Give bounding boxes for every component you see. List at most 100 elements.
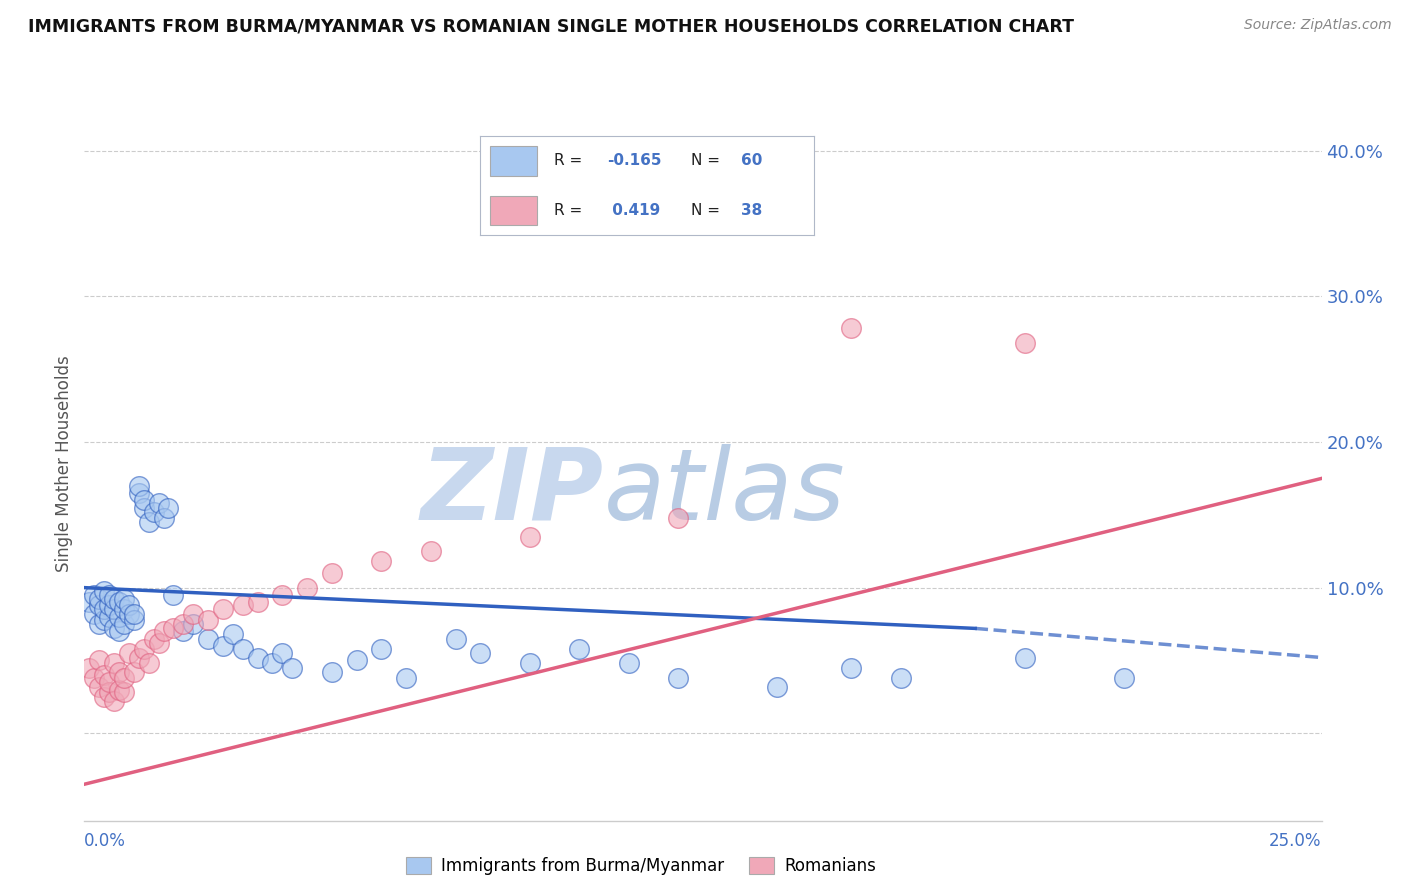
Point [1112, 671, 1135, 685]
Point [1014, 335, 1036, 350]
Point [103, 592, 125, 607]
Point [112, 602, 135, 616]
Point [98, 598, 121, 612]
Text: R =: R = [554, 153, 586, 168]
Text: Source: ZipAtlas.com: Source: ZipAtlas.com [1244, 18, 1392, 32]
Point [98, 685, 121, 699]
Point [103, 602, 125, 616]
Point [103, 657, 125, 671]
Point [108, 609, 131, 624]
Point [132, 493, 155, 508]
Point [108, 665, 131, 679]
Point [93, 690, 115, 704]
Point [172, 624, 194, 639]
Point [79, 595, 101, 609]
Point [212, 639, 235, 653]
Point [128, 650, 150, 665]
Text: N =: N = [690, 203, 724, 218]
Point [148, 496, 170, 510]
Point [89, 592, 111, 607]
FancyBboxPatch shape [491, 195, 537, 226]
Point [98, 609, 121, 624]
Point [103, 621, 125, 635]
Point [295, 581, 318, 595]
Point [162, 621, 184, 635]
Point [152, 510, 174, 524]
Point [142, 505, 165, 519]
Point [197, 613, 219, 627]
Point [346, 653, 368, 667]
Point [122, 613, 145, 627]
Text: 0.419: 0.419 [607, 203, 661, 218]
Point [246, 650, 269, 665]
Point [103, 694, 125, 708]
Point [112, 617, 135, 632]
Text: R =: R = [554, 203, 586, 218]
Point [395, 671, 418, 685]
Point [79, 661, 101, 675]
Point [519, 657, 541, 671]
Point [138, 515, 160, 529]
Point [370, 641, 392, 656]
Point [83, 671, 105, 685]
Point [98, 588, 121, 602]
Point [98, 675, 121, 690]
Point [271, 646, 294, 660]
Point [157, 500, 180, 515]
Point [181, 607, 204, 621]
Point [181, 617, 204, 632]
Point [132, 500, 155, 515]
Point [519, 530, 541, 544]
Point [112, 592, 135, 607]
Point [83, 607, 105, 621]
Point [128, 486, 150, 500]
Point [262, 657, 284, 671]
Text: N =: N = [690, 153, 724, 168]
Point [132, 641, 155, 656]
Point [112, 685, 135, 699]
Y-axis label: Single Mother Households: Single Mother Households [55, 356, 73, 572]
Point [152, 624, 174, 639]
Point [148, 636, 170, 650]
Point [83, 588, 105, 602]
Point [444, 632, 467, 646]
Text: 60: 60 [741, 153, 762, 168]
Point [666, 671, 689, 685]
Point [142, 632, 165, 646]
Text: 25.0%: 25.0% [1270, 832, 1322, 850]
Text: 0.0%: 0.0% [84, 832, 127, 850]
Point [118, 646, 141, 660]
Point [232, 598, 254, 612]
Point [271, 588, 294, 602]
Point [108, 624, 131, 639]
Point [197, 632, 219, 646]
Point [321, 566, 343, 580]
Point [93, 583, 115, 598]
Point [89, 680, 111, 694]
Point [89, 617, 111, 632]
Point [841, 661, 863, 675]
Point [108, 595, 131, 609]
Point [89, 598, 111, 612]
Text: ZIP: ZIP [420, 444, 605, 541]
Point [118, 607, 141, 621]
Point [617, 657, 640, 671]
Point [93, 668, 115, 682]
Point [118, 598, 141, 612]
Point [89, 653, 111, 667]
Point [138, 657, 160, 671]
Point [568, 641, 591, 656]
Text: -0.165: -0.165 [607, 153, 662, 168]
Point [162, 588, 184, 602]
Point [419, 544, 441, 558]
Point [222, 627, 245, 641]
Text: 38: 38 [741, 203, 762, 218]
Point [470, 646, 492, 660]
Point [122, 607, 145, 621]
Point [246, 595, 269, 609]
Point [93, 602, 115, 616]
Point [281, 661, 304, 675]
Text: atlas: atlas [605, 444, 845, 541]
Point [1014, 650, 1036, 665]
Point [128, 478, 150, 492]
